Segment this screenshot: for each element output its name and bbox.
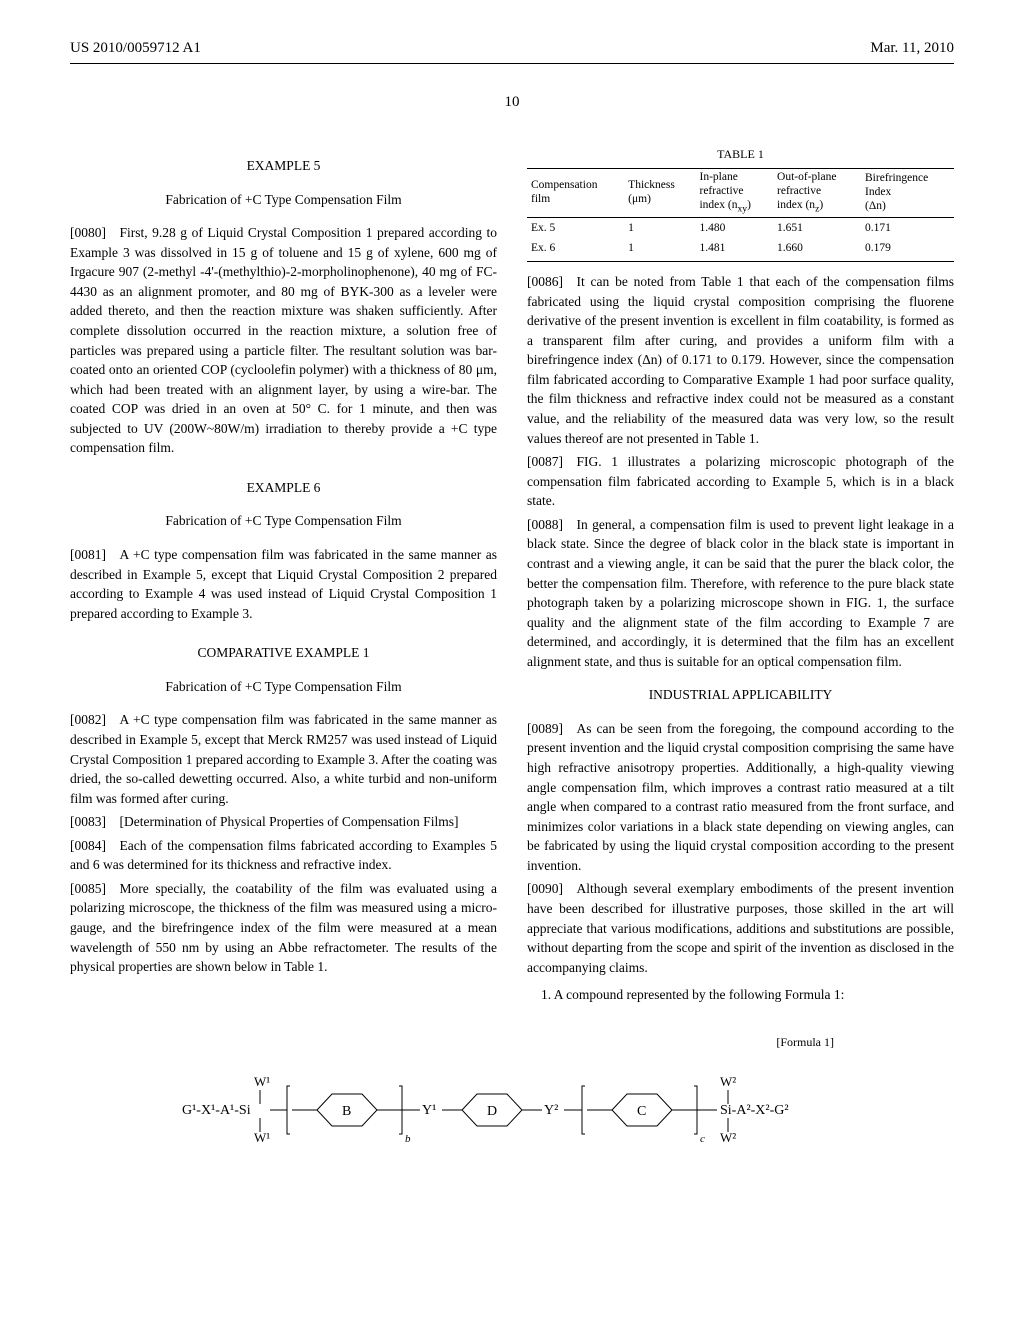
patent-date: Mar. 11, 2010 bbox=[870, 40, 954, 57]
table-cell: 0.179 bbox=[861, 238, 954, 261]
table-cell: 1.481 bbox=[695, 238, 773, 261]
para-0090: [0090] Although several exemplary embodi… bbox=[527, 879, 954, 977]
para-0087: [0087] FIG. 1 illustrates a polarizing m… bbox=[527, 452, 954, 511]
formula-b: B bbox=[342, 1104, 351, 1119]
industrial-heading: INDUSTRIAL APPLICABILITY bbox=[527, 685, 954, 705]
page-number: 10 bbox=[70, 94, 954, 111]
para-0089: [0089] As can be seen from the foregoing… bbox=[527, 719, 954, 876]
formula-label: [Formula 1] bbox=[70, 1035, 954, 1050]
formula-w2-top: W² bbox=[720, 1074, 736, 1089]
table1: Compensationfilm Thickness(μm) In-planer… bbox=[527, 168, 954, 262]
table-cell: 1.660 bbox=[773, 238, 861, 261]
table-cell: 1.651 bbox=[773, 217, 861, 238]
para-0082: [0082] A +C type compensation film was f… bbox=[70, 710, 497, 808]
table1-col0: Compensationfilm bbox=[527, 169, 624, 217]
para-0081: [0081] A +C type compensation film was f… bbox=[70, 545, 497, 623]
table1-body: Ex. 5 1 1.480 1.651 0.171 Ex. 6 1 1.481 … bbox=[527, 217, 954, 261]
example6-subtitle: Fabrication of +C Type Compensation Film bbox=[70, 511, 497, 531]
formula-sub-b: b bbox=[405, 1133, 411, 1145]
formula-w1-top: W¹ bbox=[254, 1074, 270, 1089]
comp-example1-subtitle: Fabrication of +C Type Compensation Film bbox=[70, 677, 497, 697]
formula-d: D bbox=[487, 1104, 497, 1119]
left-column: EXAMPLE 5 Fabrication of +C Type Compens… bbox=[70, 136, 497, 1005]
comp-example1-heading: COMPARATIVE EXAMPLE 1 bbox=[70, 643, 497, 663]
patent-number: US 2010/0059712 A1 bbox=[70, 40, 201, 57]
formula-w1-bot: W¹ bbox=[254, 1130, 270, 1145]
para-0085: [0085] More specially, the coatability o… bbox=[70, 879, 497, 977]
example5-heading: EXAMPLE 5 bbox=[70, 156, 497, 176]
para-0080: [0080] First, 9.28 g of Liquid Crystal C… bbox=[70, 223, 497, 458]
formula-w2-bot: W² bbox=[720, 1130, 736, 1145]
table-row: Ex. 6 1 1.481 1.660 0.179 bbox=[527, 238, 954, 261]
table-cell: 1 bbox=[624, 217, 695, 238]
table-cell: Ex. 6 bbox=[527, 238, 624, 261]
para-0083: [0083] [Determination of Physical Proper… bbox=[70, 812, 497, 832]
table1-col3: Out-of-planerefractiveindex (nz) bbox=[773, 169, 861, 217]
table-row: Ex. 5 1 1.480 1.651 0.171 bbox=[527, 217, 954, 238]
formula-sub-c: c bbox=[700, 1133, 705, 1145]
table-cell: 0.171 bbox=[861, 217, 954, 238]
table-cell: Ex. 5 bbox=[527, 217, 624, 238]
table1-col2: In-planerefractiveindex (nxy) bbox=[695, 169, 773, 217]
example6-heading: EXAMPLE 6 bbox=[70, 478, 497, 498]
table1-caption: TABLE 1 bbox=[527, 146, 954, 163]
formula-left-text: G¹-X¹-A¹-Si bbox=[182, 1103, 251, 1118]
formula-right-text: Si-A²-X²-G² bbox=[720, 1103, 789, 1118]
formula-y1: Y¹ bbox=[422, 1103, 436, 1118]
table1-col4: BirefringenceIndex(Δn) bbox=[861, 169, 954, 217]
para-0088: [0088] In general, a compensation film i… bbox=[527, 515, 954, 672]
formula-1: [Formula 1] G¹-X¹-A¹-Si W¹ W¹ B b Y¹ bbox=[70, 1035, 954, 1164]
table1-col1: Thickness(μm) bbox=[624, 169, 695, 217]
example5-subtitle: Fabrication of +C Type Compensation Film bbox=[70, 190, 497, 210]
document-header: US 2010/0059712 A1 Mar. 11, 2010 bbox=[70, 40, 954, 64]
table-cell: 1.480 bbox=[695, 217, 773, 238]
para-0084: [0084] Each of the compensation films fa… bbox=[70, 836, 497, 875]
para-0086: [0086] It can be noted from Table 1 that… bbox=[527, 272, 954, 448]
right-column: TABLE 1 Compensationfilm Thickness(μm) I… bbox=[527, 136, 954, 1005]
formula-c: C bbox=[637, 1104, 646, 1119]
formula-y2: Y² bbox=[544, 1103, 558, 1118]
claim-1: 1. A compound represented by the followi… bbox=[527, 985, 954, 1005]
formula-diagram: G¹-X¹-A¹-Si W¹ W¹ B b Y¹ D bbox=[162, 1054, 862, 1164]
table-cell: 1 bbox=[624, 238, 695, 261]
